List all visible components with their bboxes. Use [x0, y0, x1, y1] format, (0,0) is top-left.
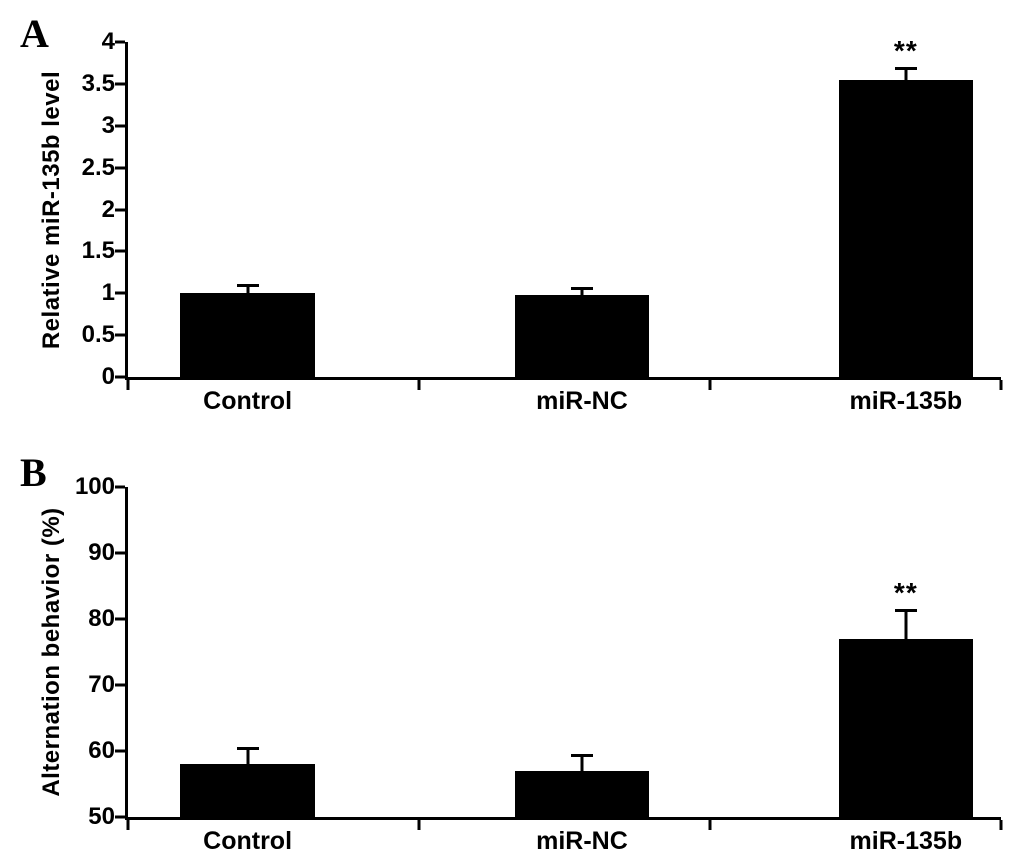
error-bar-cap [570, 753, 593, 757]
y-tick-mark [115, 617, 125, 621]
y-tick-label: 4 [101, 28, 115, 55]
bar-control [180, 293, 315, 377]
error-bar [246, 287, 250, 294]
x-category-label: miR-135b [849, 827, 963, 855]
error-bar [246, 749, 250, 765]
error-bar-cap [894, 66, 917, 70]
y-tick-label: 1 [101, 279, 115, 307]
bar-mir-nc [514, 770, 650, 817]
error-bar-cap [894, 609, 917, 613]
x-tick-mark [126, 820, 130, 830]
y-tick-mark [115, 208, 125, 211]
y-tick-label: 90 [88, 539, 115, 566]
bar-mir-135b [838, 638, 974, 817]
bar-mir-135b [838, 79, 974, 377]
x-category-label: miR-NC [536, 827, 628, 855]
x-tick-mark [417, 380, 421, 390]
x-category-label: Control [203, 827, 293, 855]
error-bar [580, 289, 584, 295]
y-tick-label: 0.5 [81, 321, 115, 349]
x-tick-mark [999, 380, 1003, 390]
x-tick-mark [708, 380, 712, 390]
y-tick-mark [115, 749, 125, 753]
error-bar-cap [236, 746, 259, 750]
y-tick-label: 0 [101, 363, 115, 390]
x-category-label: miR-NC [536, 387, 628, 415]
x-tick-mark [126, 380, 130, 390]
panel-b: B Alternation behavior (%) 50 60 70 80 90 100… [0, 445, 1033, 865]
significance-marker: ** [893, 577, 918, 609]
y-tick-label: 70 [88, 671, 115, 698]
x-tick-mark [999, 820, 1003, 830]
plot-area-a: Relative miR-135b level 0 0.5 1 1.5 2 2.5 3 3.5… [38, 30, 1003, 414]
panel-label-a: A [20, 11, 49, 56]
x-tick-mark [708, 820, 712, 830]
error-bar [904, 612, 908, 639]
error-bar-cap [236, 284, 259, 288]
y-tick-mark [115, 485, 125, 489]
y-tick-mark [115, 291, 125, 295]
y-tick-label: 3.5 [81, 69, 115, 97]
panel-a: A Relative miR-135b level 0 0.5 1 1.5 2 2.5 3 3… [20, 11, 1003, 414]
y-tick-mark [115, 815, 125, 819]
y-tick-mark [115, 40, 125, 44]
error-bar-cap [570, 286, 593, 290]
x-tick-mark [417, 820, 421, 830]
plot-area-b: Alternation behavior (%) 50 60 70 80 90 100 Co… [38, 475, 1003, 854]
y-tick-mark [115, 551, 125, 555]
y-tick-label: 80 [88, 605, 115, 632]
y-tick-label: 3 [101, 111, 115, 139]
y-tick-label: 60 [88, 737, 115, 764]
bar-control [180, 764, 315, 817]
x-category-label: miR-135b [849, 387, 963, 415]
panel-label-b: B [20, 450, 47, 495]
error-bar [904, 69, 908, 80]
y-tick-label: 1.5 [81, 237, 115, 265]
significance-marker: ** [893, 34, 918, 66]
y-tick-label: 100 [74, 473, 115, 500]
bar-mir-nc [514, 294, 650, 377]
y-tick-mark [115, 124, 125, 128]
y-tick-mark [115, 166, 125, 170]
error-bar [580, 756, 584, 771]
y-tick-mark [115, 333, 125, 337]
y-tick-mark [115, 375, 125, 379]
y-tick-label: 2.5 [81, 153, 115, 181]
x-category-label: Control [203, 387, 293, 415]
y-tick-mark [115, 683, 125, 687]
y-tick-label: 2 [101, 195, 115, 223]
y-axis-title-a: Relative miR-135b level [38, 70, 65, 349]
y-tick-mark [115, 82, 125, 86]
y-tick-mark [115, 249, 125, 253]
y-axis-title-b: Alternation behavior (%) [38, 507, 65, 797]
y-tick-label: 50 [88, 803, 115, 830]
